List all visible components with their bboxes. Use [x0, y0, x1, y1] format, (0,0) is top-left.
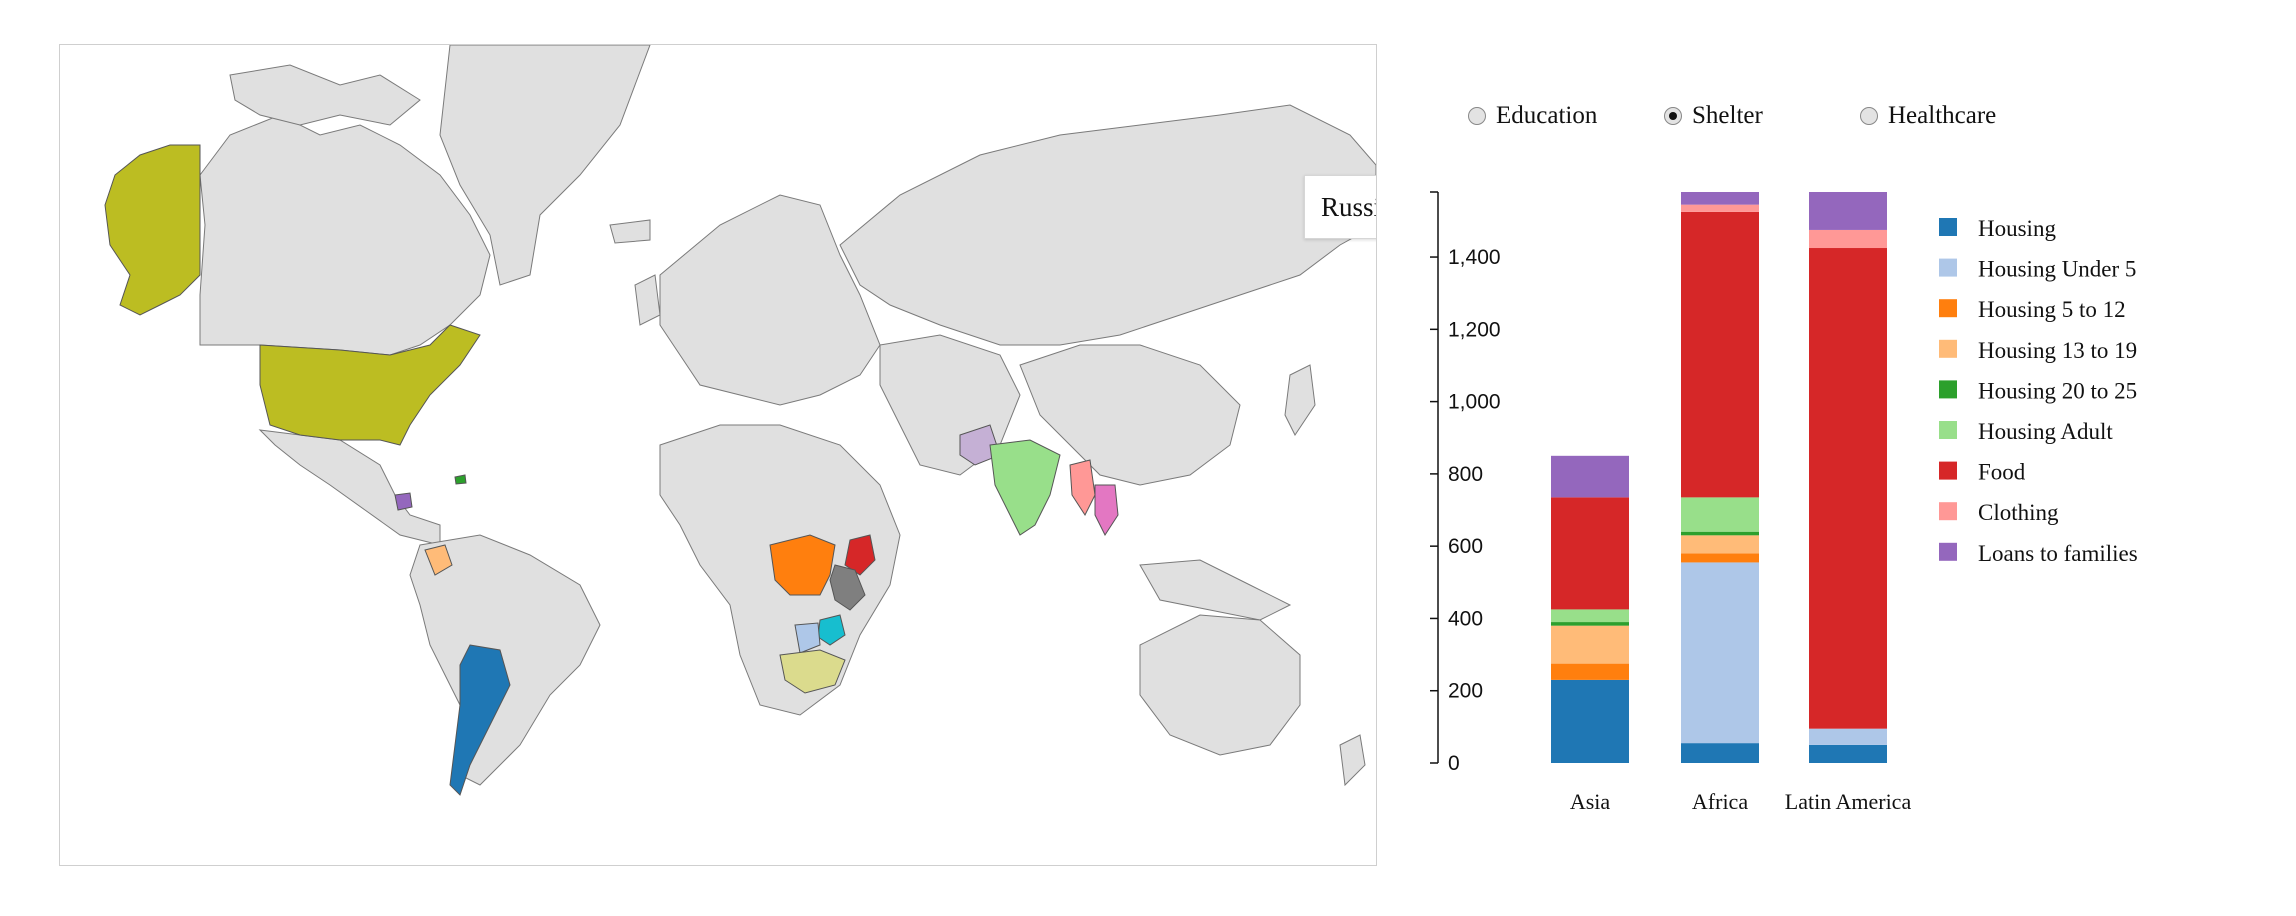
world-map[interactable] [60, 45, 1376, 865]
legend-label: Housing Adult [1978, 419, 2113, 444]
bar-segment[interactable] [1551, 455, 1629, 498]
legend-label: Housing 20 to 25 [1978, 378, 2137, 403]
radio-healthcare-circle[interactable] [1860, 107, 1878, 125]
country-kenya[interactable] [844, 534, 876, 576]
country-haiti[interactable] [454, 474, 467, 485]
country-united-states[interactable] [259, 324, 481, 446]
bar-segment[interactable] [1551, 609, 1629, 623]
bar-segment[interactable] [1809, 192, 1887, 230]
legend-label: Loans to families [1978, 541, 2138, 566]
radio-healthcare-label: Healthcare [1888, 102, 1997, 129]
country-russia[interactable] [839, 104, 1376, 346]
bar-segment[interactable] [1681, 553, 1759, 563]
bar-segment[interactable] [1809, 229, 1887, 249]
country-new-zealand[interactable] [1339, 734, 1366, 787]
y-tick-label: 1,400 [1448, 246, 1501, 269]
bar-segment[interactable] [1681, 204, 1759, 212]
radio-healthcare[interactable]: Healthcare [1860, 102, 2056, 130]
country-greenland[interactable] [439, 45, 651, 286]
x-category-label: Africa [1692, 789, 1748, 814]
bar-segment[interactable] [1681, 562, 1759, 744]
bar-segment[interactable] [1809, 744, 1887, 763]
world-map-panel: Russia [59, 44, 1377, 866]
country-colombia[interactable] [424, 544, 453, 576]
country-thailand[interactable] [1094, 484, 1119, 537]
bar-segment[interactable] [1551, 497, 1629, 610]
radio-shelter-circle[interactable] [1664, 107, 1682, 125]
country-japan[interactable] [1284, 364, 1316, 436]
legend-label: Food [1978, 460, 2026, 485]
legend-swatch [1939, 218, 1957, 236]
bar-segment[interactable] [1551, 679, 1629, 763]
country-south-africa[interactable] [779, 649, 846, 694]
region-indonesia[interactable] [1139, 559, 1292, 621]
y-tick-label: 0 [1448, 752, 1460, 775]
radio-education[interactable]: Education [1468, 102, 1664, 130]
country-canada-islands[interactable] [229, 64, 421, 126]
legend-swatch [1939, 421, 1957, 439]
bar-segment[interactable] [1551, 625, 1629, 664]
country-dr-congo[interactable] [769, 534, 836, 596]
country-tanzania[interactable] [829, 564, 866, 611]
bar-segment[interactable] [1681, 535, 1759, 554]
legend-label: Clothing [1978, 500, 2059, 525]
legend-swatch [1939, 502, 1957, 521]
stacked-bar-chart: 0 200 400 600 800 1,000 1,200 1,400 Asia Africa La… [1430, 191, 2138, 814]
x-category-label: Latin America [1785, 789, 1912, 814]
country-canada[interactable] [199, 114, 491, 356]
radio-shelter-label: Shelter [1692, 102, 1763, 129]
country-alaska[interactable] [104, 144, 201, 316]
radio-education-circle[interactable] [1468, 107, 1486, 125]
y-tick-label: 1,000 [1448, 391, 1501, 414]
bar-segment[interactable] [1681, 211, 1759, 498]
bar-segment[interactable] [1681, 531, 1759, 536]
legend-label: Housing Under 5 [1978, 257, 2136, 282]
bar-segment[interactable] [1681, 497, 1759, 532]
y-tick-label: 200 [1448, 680, 1483, 703]
y-tick-label: 600 [1448, 535, 1483, 558]
country-uk[interactable] [634, 274, 661, 326]
bar-segment[interactable] [1551, 663, 1629, 680]
tooltip-country-label: Russia [1321, 191, 1376, 222]
category-radio-group: Education Shelter Healthcare [1468, 102, 2056, 130]
legend-label: Housing 5 to 12 [1978, 297, 2126, 322]
bar-segment[interactable] [1809, 728, 1887, 745]
country-india[interactable] [989, 439, 1061, 536]
country-botswana[interactable] [794, 622, 821, 654]
legend-swatch [1939, 380, 1957, 399]
legend-swatch [1939, 299, 1957, 318]
bar-segment[interactable] [1809, 248, 1887, 729]
legend-label: Housing 13 to 19 [1978, 338, 2137, 363]
country-australia[interactable] [1139, 614, 1301, 756]
legend-label: Housing [1978, 216, 2056, 241]
country-mexico[interactable] [258, 429, 441, 546]
map-tooltip: Russia [1304, 175, 1376, 239]
country-guatemala[interactable] [394, 492, 413, 511]
country-brazil[interactable] [409, 534, 601, 786]
y-tick-label: 800 [1448, 463, 1483, 486]
country-myanmar[interactable] [1069, 459, 1096, 517]
country-pakistan[interactable] [959, 424, 1001, 466]
bar-segment[interactable] [1551, 622, 1629, 626]
bar-segment[interactable] [1681, 743, 1759, 763]
legend-swatch [1939, 461, 1957, 480]
y-tick-label: 400 [1448, 607, 1483, 630]
y-tick-label: 1,200 [1448, 318, 1501, 341]
legend-swatch [1939, 339, 1957, 358]
country-iceland[interactable] [609, 219, 651, 244]
radio-education-label: Education [1496, 102, 1598, 129]
legend-swatch [1939, 542, 1957, 561]
radio-shelter[interactable]: Shelter [1664, 102, 1860, 130]
region-europe[interactable] [659, 194, 881, 406]
legend-swatch [1939, 258, 1957, 277]
country-china[interactable] [1019, 344, 1241, 486]
country-argentina[interactable] [449, 644, 511, 796]
x-category-label: Asia [1570, 789, 1611, 814]
bar-segment[interactable] [1681, 192, 1759, 205]
